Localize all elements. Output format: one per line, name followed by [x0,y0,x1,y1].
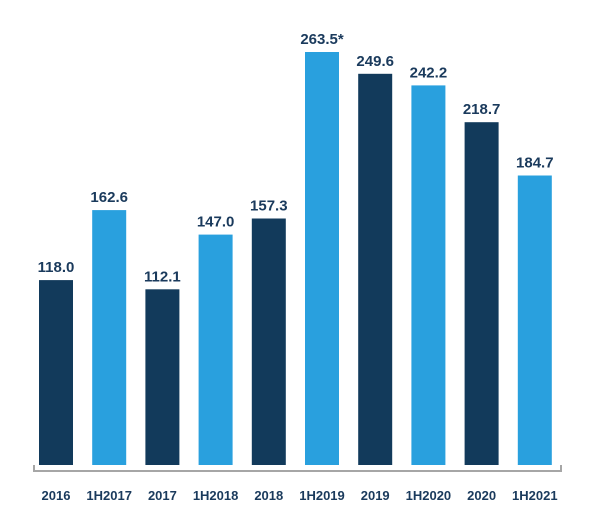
value-label-1h2021: 184.7 [516,155,554,172]
x-axis [33,465,562,472]
x-tick-label-1h2017: 1H2017 [86,488,132,503]
x-tick-label-1h2021: 1H2021 [512,488,558,503]
bar-1h2019 [305,52,339,465]
value-label-1h2018: 147.0 [197,214,235,231]
x-tick-label-2017: 2017 [148,488,177,503]
value-labels-group: 118.0 162.6 112.1 147.0 157.3 263.5* 249.6 242.… [38,31,554,285]
value-label-1h2020: 242.2 [410,64,448,81]
bars-group [39,52,552,466]
value-label-2020: 218.7 [463,101,501,118]
x-tick-label-1h2018: 1H2018 [193,488,239,503]
x-tick-label-2018: 2018 [254,488,283,503]
value-label-2017: 112.1 [144,268,181,285]
value-label-2018: 157.3 [250,198,288,215]
x-tick-label-2019: 2019 [361,488,390,503]
bar-2017 [145,289,180,465]
x-tick-label-1h2020: 1H2020 [406,488,452,503]
bar-1h2017 [92,210,127,465]
bar-1h2020 [411,85,446,466]
bar-1h2018 [198,234,233,465]
value-label-1h2019: 263.5* [300,31,344,48]
bar-1h2021 [517,175,552,465]
value-label-2019: 249.6 [356,53,394,70]
bar-2020 [464,122,499,465]
bar-2016 [39,280,73,465]
x-tick-labels-group: 2016 1H2017 2017 1H2018 2018 1H2019 2019 1H2020… [42,488,558,503]
bar-2019 [358,73,393,466]
x-tick-label-2020: 2020 [467,488,496,503]
value-label-2016: 118.0 [38,259,75,276]
value-label-1h2017: 162.6 [90,189,128,206]
x-tick-label-2016: 2016 [42,488,71,503]
x-tick-label-1h2019: 1H2019 [299,488,345,503]
bar-2018 [251,218,286,465]
